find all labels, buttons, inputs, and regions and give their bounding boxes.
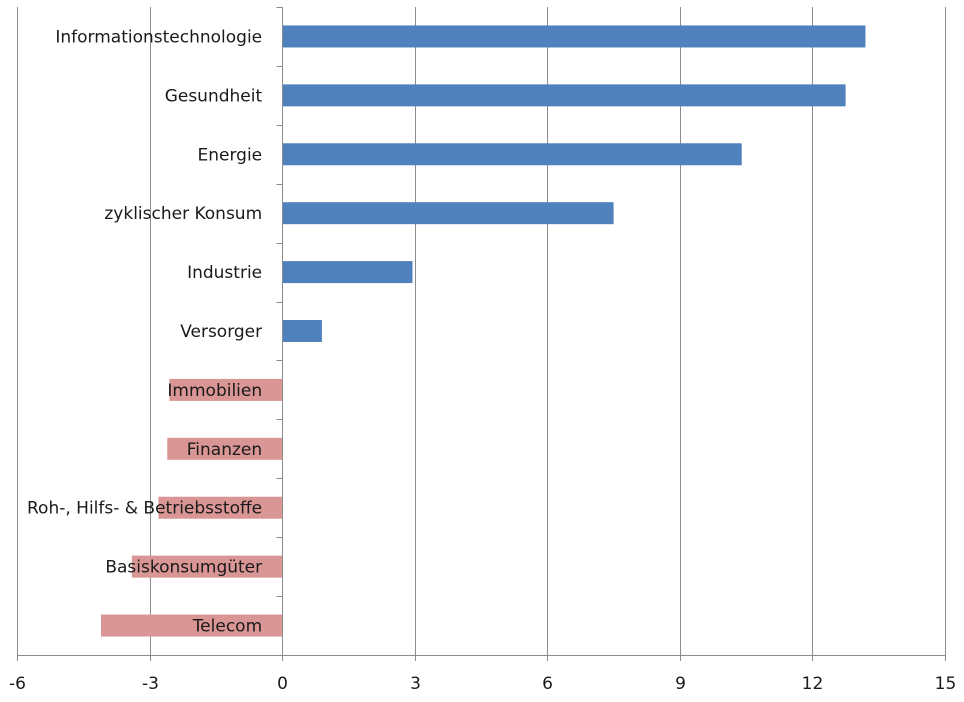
category-label: Roh-, Hilfs- & Betriebsstoffe [27, 499, 262, 519]
category-label: Immobilien [167, 381, 262, 401]
bar-5 [282, 320, 322, 342]
bar-2 [282, 143, 742, 166]
category-label: Versorger [180, 322, 262, 342]
category-label: Industrie [187, 263, 262, 283]
x-tick-label: 9 [675, 674, 686, 694]
x-tick-label: 12 [802, 674, 824, 694]
category-label: Energie [198, 145, 263, 165]
bar-10 [100, 614, 283, 637]
bar-4 [282, 261, 413, 284]
bar-0 [282, 25, 866, 48]
category-label: zyklischer Konsum [104, 204, 262, 224]
bar-6 [169, 378, 283, 401]
category-label: Basiskonsumgüter [105, 558, 262, 578]
bar-7 [167, 437, 283, 460]
bars [100, 25, 866, 637]
axes [17, 7, 946, 661]
x-tick-label: 3 [410, 674, 421, 694]
x-tick-label: 0 [277, 674, 288, 694]
category-label: Gesundheit [165, 86, 263, 106]
category-labels: Informationstechnologie Gesundheit Energie… [27, 27, 262, 636]
gridlines [17, 7, 946, 655]
category-label: Finanzen [187, 440, 262, 460]
bar-3 [282, 202, 614, 225]
bar-9 [131, 555, 283, 578]
x-tick-label: 15 [935, 674, 957, 694]
x-tick-label: 6 [542, 674, 553, 694]
category-label: Informationstechnologie [55, 27, 262, 47]
bar-1 [282, 84, 846, 107]
x-tick-label: -3 [142, 674, 159, 694]
x-tick-label: -6 [9, 674, 26, 694]
category-label: Telecom [192, 617, 262, 637]
tick-labels: -6 -3 0 3 6 9 12 15 [9, 674, 956, 694]
bar-8 [158, 496, 283, 519]
